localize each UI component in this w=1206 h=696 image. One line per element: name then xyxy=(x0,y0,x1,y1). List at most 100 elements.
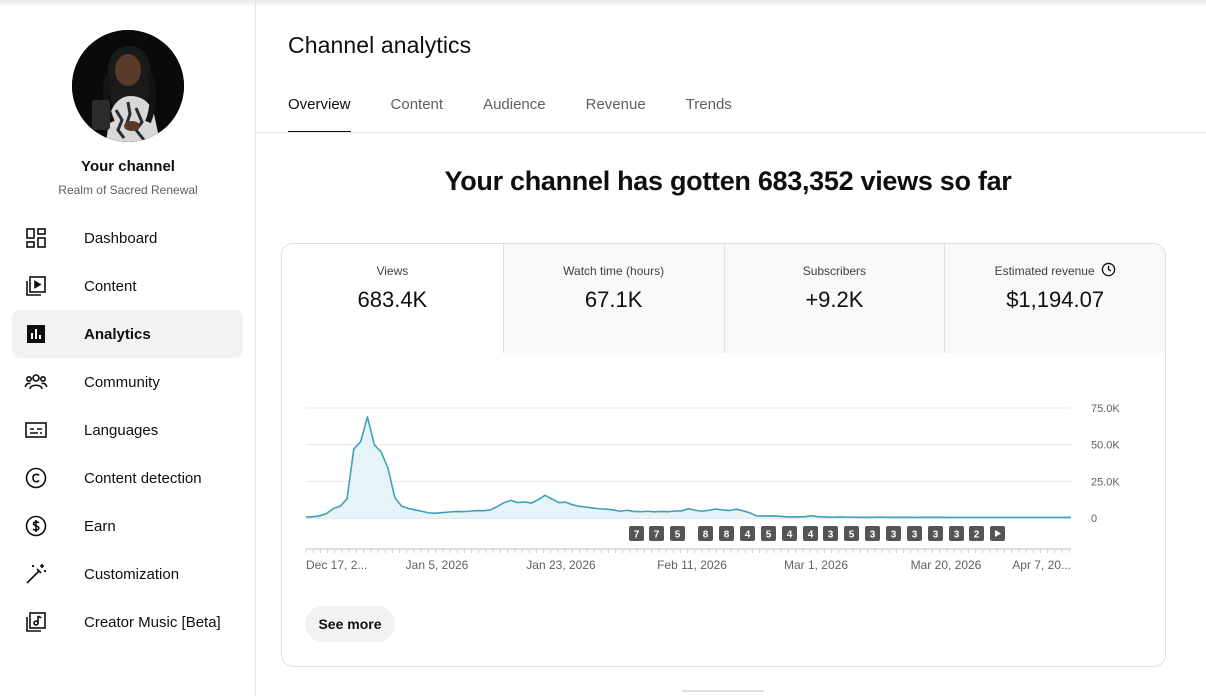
upload-marker-count: 7 xyxy=(634,530,640,541)
metric-value: 67.1K xyxy=(584,287,643,312)
analytics-icon xyxy=(24,322,48,346)
views-headline: Your channel has gotten 683,352 views so… xyxy=(444,166,1012,196)
metric-subscribers[interactable]: Subscribers +9.2K xyxy=(723,244,945,353)
upload-marker xyxy=(823,526,838,541)
tab-audience[interactable]: Audience xyxy=(483,96,546,113)
upload-marker xyxy=(844,526,859,541)
upload-marker xyxy=(740,526,755,541)
overview-card: Views 683.4K Watch time (hours) 67.1K Su… xyxy=(281,243,1166,667)
x-tick-label: Jan 5, 2026 xyxy=(406,558,469,572)
upload-marker xyxy=(865,526,880,541)
sidebar-item-dashboard[interactable]: Dashboard xyxy=(12,214,243,262)
subtitles-icon xyxy=(24,418,48,442)
channel-name: Realm of Sacred Renewal xyxy=(58,183,198,197)
x-tick-label: Apr 7, 20... xyxy=(1012,558,1071,572)
upload-marker-count: 3 xyxy=(870,530,876,541)
magic-wand-icon xyxy=(24,562,48,586)
series-area xyxy=(306,416,1071,518)
upload-marker-count: 2 xyxy=(974,530,980,541)
upload-marker-count: 3 xyxy=(933,530,939,541)
metric-label: Subscribers xyxy=(802,264,867,278)
analytics-tabs: Overview Content Audience Revenue Trends xyxy=(288,96,772,133)
tab-content[interactable]: Content xyxy=(390,96,444,113)
metric-label-row: Estimated revenue xyxy=(995,262,1116,280)
x-tick-label: Mar 1, 2026 xyxy=(784,558,848,572)
sidebar-item-label: Earn xyxy=(84,517,116,535)
upload-marker-count: 8 xyxy=(724,530,730,541)
y-tick-label: 50.0K xyxy=(1091,440,1120,452)
upload-marker xyxy=(719,526,734,541)
page-title: Channel analytics xyxy=(288,32,472,58)
sidebar-item-label: Creator Music [Beta] xyxy=(84,613,221,631)
sidebar: Your channel Realm of Sacred Renewal Das… xyxy=(0,0,256,696)
sidebar-item-customization[interactable]: Customization xyxy=(12,550,243,598)
see-more-button[interactable]: See more xyxy=(305,606,395,642)
sidebar-item-label: Content xyxy=(84,277,137,295)
upload-marker-count: 7 xyxy=(654,530,660,541)
sidebar-item-languages[interactable]: Languages xyxy=(12,406,243,454)
x-tick-label: Mar 20, 2026 xyxy=(911,558,982,572)
sidebar-item-analytics[interactable]: Analytics xyxy=(12,310,243,358)
metric-label: Watch time (hours) xyxy=(563,264,665,278)
upload-marker xyxy=(907,526,922,541)
metric-tabs: Views 683.4K Watch time (hours) 67.1K Su… xyxy=(282,244,1165,353)
metric-value: $1,194.07 xyxy=(1006,287,1105,312)
sidebar-item-label: Languages xyxy=(84,421,159,439)
tab-trends[interactable]: Trends xyxy=(685,96,732,113)
upload-marker xyxy=(928,526,943,541)
metric-label: Estimated revenue xyxy=(994,264,1095,278)
upload-marker-count: 5 xyxy=(675,530,681,541)
metric-views[interactable]: Views 683.4K xyxy=(282,244,503,353)
upload-marker-count: 4 xyxy=(808,530,814,541)
sidebar-nav: Dashboard Content Analytics xyxy=(12,214,243,646)
sidebar-item-label: Customization xyxy=(84,565,180,583)
next-section-edge xyxy=(682,690,764,692)
upload-marker xyxy=(698,526,713,541)
dollar-icon xyxy=(24,514,48,538)
music-library-icon xyxy=(24,610,48,634)
series-line xyxy=(305,416,1071,519)
metric-estimated-revenue[interactable]: Estimated revenue $1,194.07 xyxy=(944,244,1165,353)
sidebar-item-community[interactable]: Community xyxy=(12,358,243,406)
tab-revenue[interactable]: Revenue xyxy=(585,96,646,113)
copyright-icon xyxy=(24,466,48,490)
upload-marker-count: 4 xyxy=(745,530,751,541)
sidebar-item-creator-music[interactable]: Creator Music [Beta] xyxy=(12,598,243,646)
tabs-divider xyxy=(256,132,1206,133)
x-tick-label: Feb 11, 2026 xyxy=(657,558,727,572)
upload-marker-count: 3 xyxy=(954,530,960,541)
upload-marker xyxy=(649,526,664,541)
y-tick-label: 75.0K xyxy=(1091,403,1120,415)
channel-avatar[interactable] xyxy=(72,30,184,142)
upload-marker-count: 3 xyxy=(828,530,834,541)
upload-marker-count: 5 xyxy=(766,530,772,541)
community-icon xyxy=(24,370,48,394)
upload-marker xyxy=(670,526,685,541)
upload-marker xyxy=(886,526,901,541)
x-tick-label: Dec 17, 2... xyxy=(306,558,367,572)
play-arrow-icon xyxy=(995,530,1001,537)
upload-marker xyxy=(803,526,818,541)
upload-marker xyxy=(969,526,984,541)
top-shadow xyxy=(0,0,1206,7)
sidebar-item-earn[interactable]: Earn xyxy=(12,502,243,550)
upload-marker xyxy=(949,526,964,541)
x-tick-label: Jan 23, 2026 xyxy=(526,558,596,572)
tab-overview[interactable]: Overview xyxy=(288,96,351,133)
upload-marker xyxy=(782,526,797,541)
upload-marker-count: 5 xyxy=(849,530,855,541)
sidebar-item-content-detection[interactable]: Content detection xyxy=(12,454,243,502)
sidebar-item-content[interactable]: Content xyxy=(12,262,243,310)
y-tick-label: 25.0K xyxy=(1091,476,1120,488)
upload-marker-count: 4 xyxy=(787,530,793,541)
upload-marker xyxy=(761,526,776,541)
sidebar-item-label: Analytics xyxy=(84,325,151,343)
upload-marker-count: 3 xyxy=(891,530,897,541)
clock-icon xyxy=(1101,262,1116,280)
y-tick-label: 0 xyxy=(1091,513,1097,525)
metric-value: 683.4K xyxy=(357,287,428,312)
metric-value: +9.2K xyxy=(805,287,864,312)
metric-watch-time[interactable]: Watch time (hours) 67.1K xyxy=(502,244,724,353)
content-icon xyxy=(24,274,48,298)
upload-marker xyxy=(629,526,644,541)
